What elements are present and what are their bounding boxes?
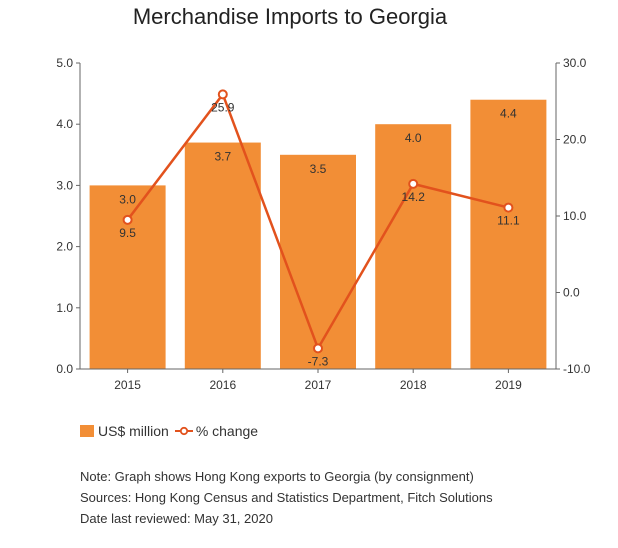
line-value-label: 9.5 [119,226,136,240]
legend: US$ million % change [80,423,264,439]
legend-item-line[interactable]: % change [174,423,259,439]
bar-value-label: 3.7 [214,150,231,164]
legend-bar-swatch [80,425,94,437]
sources-text: Sources: Hong Kong Census and Statistics… [80,490,493,505]
date-reviewed-text: Date last reviewed: May 31, 2020 [80,511,273,526]
chart-notes: Note: Graph shows Hong Kong exports to G… [80,466,493,529]
x-tick-label: 2017 [305,378,332,392]
legend-item-bar[interactable]: US$ million [80,423,169,439]
bar-value-label: 4.0 [405,131,422,145]
chart: 0.0 1.0 2.0 3.0 4.0 5.0 -10.0 0.0 10.0 20.0 30.0 20… [56,56,591,392]
legend-line-label: % change [195,423,259,439]
line-value-label: 14.2 [402,190,426,204]
line-value-label: 25.9 [211,100,235,114]
bar [470,99,547,369]
right-tick-label: 0.0 [563,286,580,300]
line-value-label: -7.3 [308,354,329,368]
legend-bar-label: US$ million [98,423,169,439]
line-point [217,89,228,100]
x-tick-label: 2019 [495,378,522,392]
bar [375,124,452,369]
line-value-label: 11.1 [497,214,520,228]
left-tick-label: 3.0 [56,178,73,192]
left-tick-label: 4.0 [56,117,73,131]
x-tick-label: 2018 [400,378,427,392]
bar-value-label: 4.4 [500,107,517,121]
chart-title: Merchandise Imports to Georgia [132,4,448,29]
bar [280,154,356,369]
bar [184,142,261,369]
right-tick-label: 30.0 [563,56,587,70]
right-tick-label: 20.0 [563,133,587,147]
x-tick-label: 2015 [114,378,141,392]
left-tick-label: 0.0 [56,362,73,376]
left-tick-label: 2.0 [56,240,73,254]
line-point [313,343,323,354]
note-text: Note: Graph shows Hong Kong exports to G… [80,469,474,484]
line-point [503,202,514,213]
x-tick-label: 2016 [209,378,236,392]
bar-value-label: 3.5 [310,162,327,176]
left-tick-label: 1.0 [56,301,73,315]
right-tick-label: 10.0 [563,209,587,223]
line-point [122,214,133,225]
right-tick-label: -10.0 [563,362,591,376]
bar [89,185,166,369]
left-tick-label: 5.0 [56,56,73,70]
legend-line-swatch [174,426,193,436]
bar-value-label: 3.0 [119,192,136,206]
line-point [408,178,419,189]
